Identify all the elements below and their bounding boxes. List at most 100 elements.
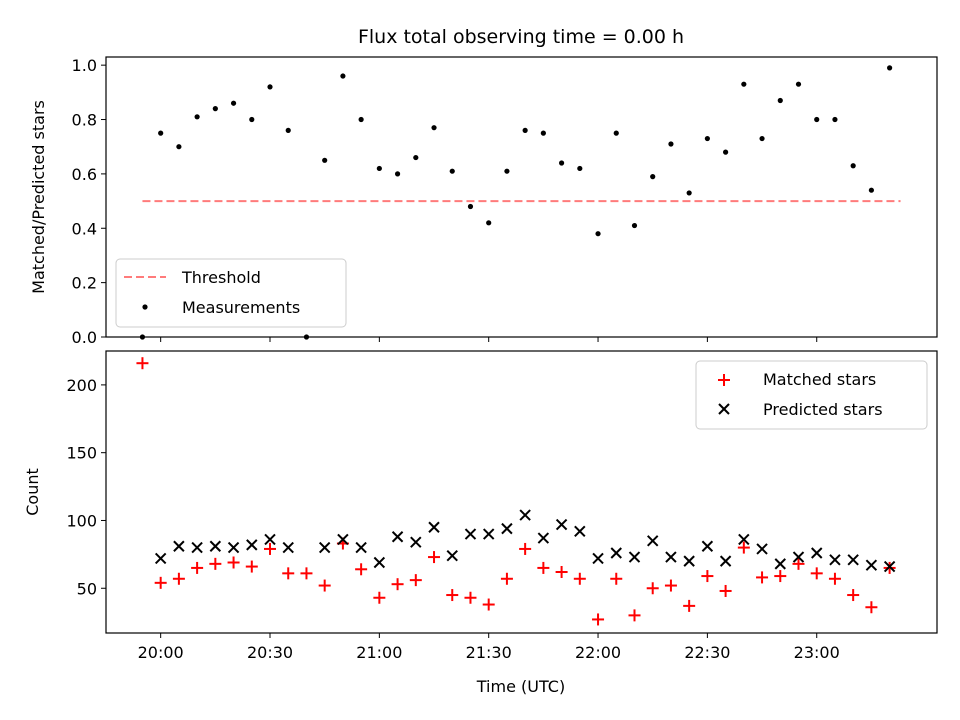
matched-star-point: [446, 589, 459, 602]
matched-star-point: [865, 601, 878, 614]
predicted-legend-swatch: [718, 403, 730, 415]
measurement-point: [795, 81, 802, 87]
matched-legend-swatch: [718, 374, 730, 386]
bottom-plot-frame: [105, 350, 938, 634]
matched-star-point: [391, 578, 404, 591]
predicted-star-point: [592, 552, 604, 565]
predicted-star-point: [391, 531, 404, 543]
measurement-point: [777, 97, 783, 104]
matched-star-point: [318, 579, 331, 592]
predicted-star-point: [883, 560, 896, 573]
matched-star-point: [774, 570, 787, 583]
predicted-star-point: [246, 539, 258, 551]
predicted-star-point: [209, 540, 222, 552]
matched-legend-label: Matched stars: [763, 370, 876, 389]
measurement-point: [285, 127, 291, 133]
measurement-point: [868, 187, 874, 193]
matched-star-point: [573, 572, 586, 585]
matched-star-point: [154, 576, 167, 589]
matched-star-point: [610, 572, 623, 585]
measurement-point: [522, 127, 528, 133]
predicted-star-point: [628, 551, 641, 563]
chart-title: Flux total observing time = 0.00 h: [358, 26, 684, 48]
predicted-star-point: [264, 533, 276, 546]
measurement-point: [212, 106, 218, 112]
predicted-star-point: [829, 554, 841, 566]
predicted-star-points: [154, 509, 896, 573]
predicted-star-point: [847, 554, 859, 566]
top-y-ticks: 0.0 0.2 0.4 0.6 0.8 1.0: [72, 56, 106, 347]
predicted-star-point: [519, 509, 531, 521]
matched-star-point: [464, 591, 477, 604]
measurement-point: [558, 160, 565, 166]
measurements-legend-label: Measurements: [182, 298, 300, 317]
matched-star-point: [282, 567, 295, 580]
predicted-star-point: [683, 555, 695, 567]
measurement-point: [650, 174, 656, 180]
measurement-point: [668, 141, 674, 147]
predicted-star-point: [154, 552, 167, 565]
bottom-y-tick-label: 200: [66, 376, 97, 395]
top-y-tick-label: 0.0: [72, 328, 97, 347]
predicted-star-point: [574, 525, 586, 538]
predicted-star-point: [555, 518, 568, 531]
predicted-star-point: [410, 536, 422, 548]
predicted-star-point: [610, 547, 622, 559]
matched-star-point: [737, 541, 750, 554]
measurement-point: [486, 220, 492, 226]
matched-star-point: [664, 579, 677, 592]
measurement-point: [413, 154, 419, 161]
top-y-tick-label: 0.6: [72, 165, 97, 184]
predicted-star-point: [647, 535, 659, 547]
top-legend-box: [115, 258, 347, 328]
measurement-point: [540, 130, 546, 136]
predicted-star-point: [756, 543, 768, 555]
matched-star-point: [592, 613, 605, 626]
predicted-star-point: [774, 558, 786, 570]
measurement-point: [467, 203, 474, 210]
measurement-point: [577, 165, 583, 172]
top-y-tick-label: 0.4: [72, 219, 97, 238]
measurement-point: [759, 135, 765, 142]
matched-star-point: [373, 591, 386, 604]
predicted-star-point: [501, 522, 513, 535]
measurement-point: [158, 130, 164, 136]
matched-star-point: [428, 551, 441, 564]
predicted-star-point: [665, 551, 677, 563]
measurement-points: [139, 65, 893, 340]
predicted-star-point: [227, 541, 240, 554]
measurement-point: [358, 116, 364, 123]
predicted-star-point: [337, 533, 349, 546]
top-y-tick-label: 0.2: [72, 274, 97, 293]
matched-star-point: [300, 567, 313, 580]
bottom-legend: Matched stars Predicted stars: [695, 360, 928, 430]
measurement-point: [340, 73, 346, 79]
measurement-point: [449, 168, 455, 174]
predicted-star-point: [191, 541, 203, 554]
predicted-star-point: [701, 540, 714, 552]
measurement-point: [832, 116, 838, 123]
bottom-y-tick-label: 50: [77, 579, 97, 598]
measurement-point: [230, 100, 237, 106]
predicted-star-point: [355, 541, 367, 554]
matched-star-point: [828, 572, 841, 585]
bottom-x-axis-label: Time (UTC): [476, 677, 565, 696]
matched-star-point: [245, 560, 258, 573]
matched-star-point: [701, 570, 714, 583]
predicted-star-point: [537, 532, 550, 544]
matched-star-point: [136, 357, 149, 370]
measurement-point: [741, 81, 747, 87]
measurement-point: [613, 130, 619, 136]
predicted-star-point: [811, 547, 823, 559]
predicted-star-point: [482, 528, 495, 540]
bottom-x-ticks: 20:00 20:30 21:00 21:30 22:00 22:30 23:00: [138, 633, 840, 662]
bottom-x-tick-label: 22:00: [575, 643, 621, 662]
measurements-legend-swatch: [142, 304, 148, 310]
matched-star-point: [209, 557, 222, 570]
top-legend: Threshold Measurements: [115, 258, 347, 328]
bottom-legend-box: [695, 360, 928, 430]
matched-star-point: [719, 584, 732, 597]
matched-star-point: [810, 567, 823, 580]
matched-star-point: [537, 561, 550, 574]
predicted-star-point: [446, 550, 458, 562]
